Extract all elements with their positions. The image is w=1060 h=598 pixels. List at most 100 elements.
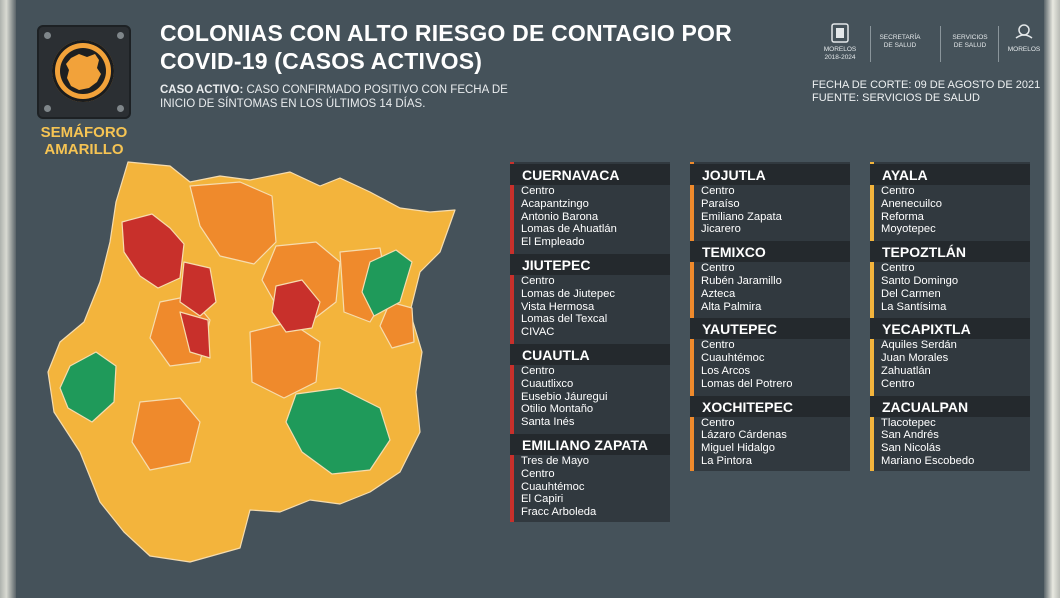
- semaforo-badge: [37, 25, 131, 119]
- map-region: [285, 387, 391, 475]
- caso-activo-definition: CASO ACTIVO: CASO CONFIRMADO POSITIVO CO…: [160, 84, 508, 110]
- screw-icon: [44, 32, 51, 39]
- source-info: FECHA DE CORTE: 09 DE AGOSTO DE 2021 FUE…: [812, 79, 1040, 105]
- municipio-block: CUAUTLA Centro Cuautlixco Eusebio Jáuregui O…: [510, 341, 670, 432]
- municipio-block: YECAPIXTLA Aquiles Serdán Juan Morales Zahu…: [870, 316, 1030, 394]
- map-region: [59, 351, 117, 423]
- colonia-item: Reforma: [881, 210, 924, 223]
- column-orange: JOJUTLA Centro Paraíso Emiliano Zapata Jicar…: [690, 162, 850, 471]
- page-title: COLONIAS CON ALTO RIESGO DE CONTAGIO POR…: [160, 20, 732, 74]
- screw-icon: [117, 105, 124, 112]
- municipio-block: XOCHITEPEC Centro Lázaro Cárdenas Miguel Hi…: [690, 393, 850, 471]
- map-region: [361, 249, 413, 317]
- municipio-block: JOJUTLA Centro Paraíso Emiliano Zapata Jicar…: [690, 162, 850, 240]
- morelos-silhouette-icon: [66, 54, 101, 90]
- colonia-item: Otilio Montaño: [521, 403, 594, 416]
- map-region: [179, 311, 211, 359]
- municipio-block: JIUTEPEC Centro Lomas de Jiutepec Vista Her…: [510, 251, 670, 342]
- logo-servicios-salud: SERVICIOS DE SALUD: [952, 34, 988, 49]
- colonia-item: Santa Inés: [521, 416, 575, 429]
- municipio-name: TEMIXCO: [690, 241, 850, 263]
- municipio-name: CUAUTLA: [510, 343, 670, 365]
- colonia-item: Anenecuilco: [881, 197, 942, 210]
- morelos-crest-icon: [831, 23, 849, 43]
- semaforo-label: SEMÁFORO AMARILLO: [40, 124, 128, 158]
- colonia-item: Miguel Hidalgo: [701, 442, 776, 455]
- map-region: [379, 301, 415, 349]
- colonia-item: CIVAC: [521, 326, 555, 339]
- flower-emblem-icon: [1015, 24, 1033, 39]
- colonia-item: Lomas de Ahuatlán: [521, 223, 617, 236]
- municipio-name: YAUTEPEC: [690, 318, 850, 340]
- colonia-item: Centro: [521, 274, 555, 287]
- colonia-item: Tres de Mayo: [521, 454, 589, 467]
- colonia-item: Lomas del Potrero: [701, 377, 793, 390]
- map-region: [179, 261, 217, 317]
- municipio-name: AYALA: [870, 164, 1030, 185]
- logo-morelos-anfitrion: MORELOS: [1002, 22, 1046, 54]
- map-region: [189, 181, 277, 265]
- colonia-item: Santo Domingo: [881, 274, 959, 287]
- municipio-name: YECAPIXTLA: [870, 318, 1030, 340]
- municipio-name: TEPOZTLÁN: [870, 241, 1030, 263]
- colonia-item: Centro: [701, 185, 735, 197]
- colonia-item: Paraíso: [701, 197, 740, 210]
- map-region: [271, 279, 321, 333]
- screw-icon: [117, 32, 124, 39]
- colonia-item: Alta Palmira: [701, 300, 762, 313]
- municipio-name: XOCHITEPEC: [690, 395, 850, 417]
- municipio-name: ZACUALPAN: [870, 395, 1030, 417]
- colonia-item: La Pintora: [701, 454, 752, 467]
- colonia-item: Centro: [701, 416, 735, 429]
- municipio-name: EMILIANO ZAPATA: [510, 433, 670, 455]
- photo-edge-right: [1044, 0, 1060, 598]
- colonia-item: Centro: [521, 364, 555, 377]
- colonia-item: El Empleado: [521, 236, 585, 249]
- colonia-item: Rubén Jaramillo: [701, 274, 782, 287]
- colonia-item: Fracc Arboleda: [521, 506, 597, 519]
- municipio-name: JIUTEPEC: [510, 253, 670, 275]
- colonia-item: Azteca: [701, 287, 736, 300]
- colonia-item: Centro: [521, 467, 555, 480]
- colonia-item: Moyotepec: [881, 223, 936, 236]
- colonia-item: San Nicolás: [881, 442, 941, 455]
- colonia-item: La Santísima: [881, 300, 947, 313]
- colonia-item: Centro: [521, 185, 555, 197]
- colonia-item: Centro: [881, 262, 915, 275]
- colonia-item: Centro: [881, 377, 915, 390]
- colonia-item: Del Carmen: [881, 287, 941, 300]
- colonia-item: Antonio Barona: [521, 210, 599, 223]
- colonia-item: Los Arcos: [701, 364, 751, 377]
- colonia-item: Centro: [701, 262, 735, 275]
- colonia-item: Centro: [701, 339, 735, 352]
- municipio-block: TEMIXCO Centro Rubén Jaramillo Azteca Alta P…: [690, 239, 850, 317]
- map-region: [131, 397, 201, 471]
- colonia-item: Eusebio Jáuregui: [521, 390, 608, 403]
- colonia-item: Acapantzingo: [521, 197, 589, 210]
- colonia-item: Mariano Escobedo: [881, 454, 975, 467]
- map-region: [121, 213, 185, 289]
- municipio-block: ZACUALPAN Tlacotepec San Andrés San Nicolás…: [870, 393, 1030, 471]
- municipio-name: JOJUTLA: [690, 164, 850, 185]
- colonia-item: San Andrés: [881, 429, 939, 442]
- colonia-item: Cuauhtémoc: [701, 352, 765, 365]
- colonia-item: Vista Hermosa: [521, 300, 595, 313]
- logo-secretaria-salud: SECRETARÍA DE SALUD: [879, 34, 921, 49]
- colonia-item: Jicarero: [701, 223, 741, 236]
- colonia-item: Tlacotepec: [881, 416, 936, 429]
- morelos-risk-map: [47, 161, 456, 563]
- colonia-item: El Capiri: [521, 493, 564, 506]
- logo-morelos: MORELOS 2018-2024: [818, 22, 862, 62]
- column-yellow: AYALA Centro Anenecuilco Reforma Moyotepec TE…: [870, 162, 1030, 471]
- colonia-item: Zahuatlán: [881, 364, 931, 377]
- colonia-item: Lomas del Texcal: [521, 313, 608, 326]
- photo-edge-left: [0, 0, 16, 598]
- colonia-item: Juan Morales: [881, 352, 949, 365]
- colonia-item: Lomas de Jiutepec: [521, 287, 615, 300]
- colonia-item: Aquiles Serdán: [881, 339, 957, 352]
- municipio-block: EMILIANO ZAPATA Tres de Mayo Centro Cuauhté…: [510, 431, 670, 522]
- municipio-block: CUERNAVACA Centro Acapantzingo Antonio Baro…: [510, 162, 670, 252]
- fuente: FUENTE: SERVICIOS DE SALUD: [812, 92, 980, 104]
- municipio-block: TEPOZTLÁN Centro Santo Domingo Del Carmen La…: [870, 239, 1030, 317]
- colonia-item: Lázaro Cárdenas: [701, 429, 787, 442]
